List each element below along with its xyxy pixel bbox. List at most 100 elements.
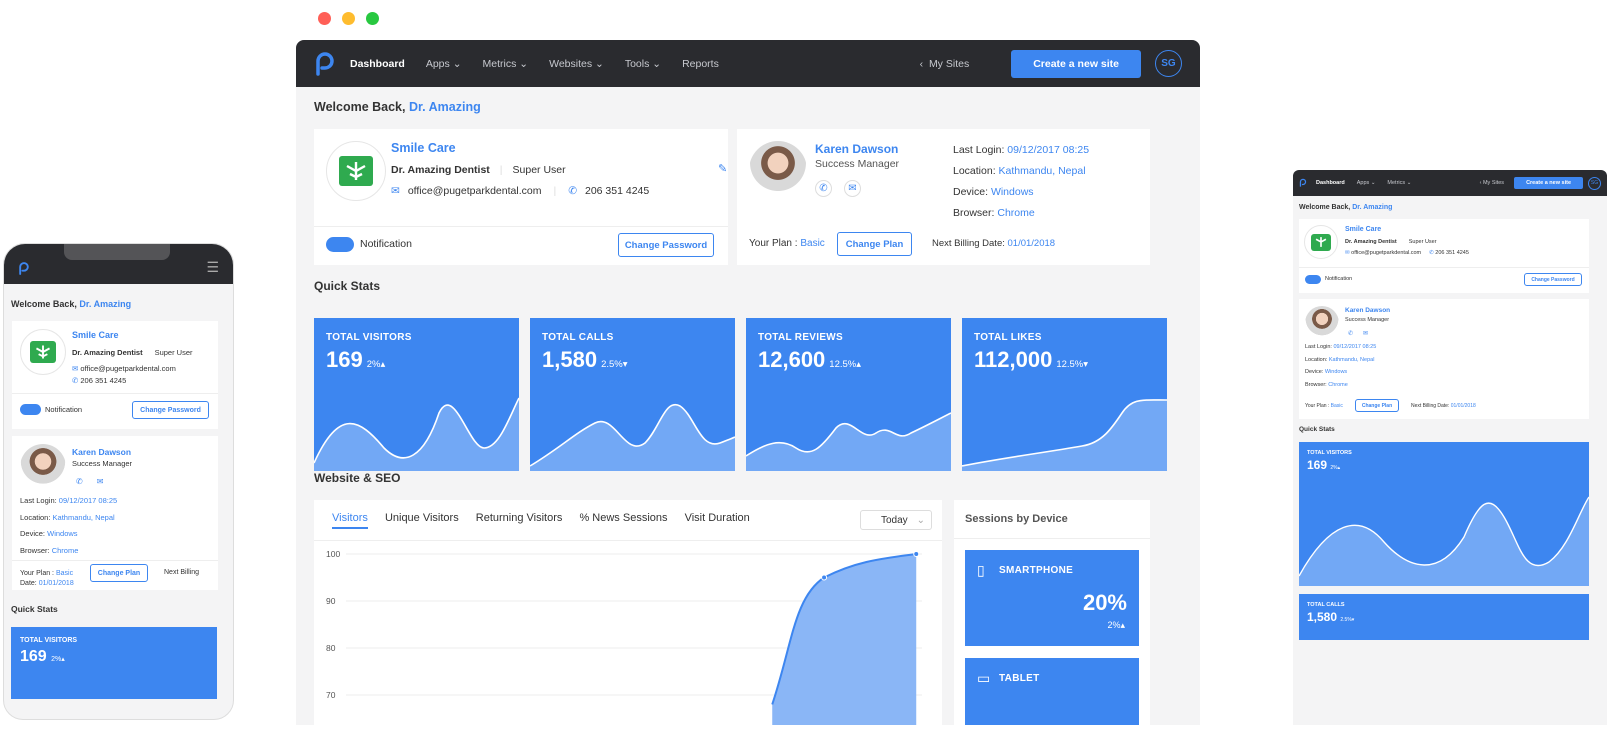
stat-card-reviews[interactable]: TOTAL REVIEWS 12,600 12.5%▴ — [746, 318, 951, 471]
nav-reports[interactable]: Reports — [682, 57, 719, 70]
change-password-button[interactable]: Change Password — [1524, 273, 1582, 286]
nav-apps[interactable]: Apps ⌄ — [426, 58, 462, 70]
sessions-card: Sessions by Device ▯ SMARTPHONE 20% 2%▴ … — [954, 500, 1150, 725]
stat-card-visitors[interactable]: TOTAL VISITORS 169 2%▴ — [11, 627, 217, 699]
device-card-tablet[interactable]: ▭ TABLET — [965, 658, 1139, 725]
tab-news-sessions[interactable]: % News Sessions — [579, 512, 668, 524]
data-point[interactable] — [821, 574, 828, 581]
device-card-smartphone[interactable]: ▯ SMARTPHONE 20% 2%▴ — [965, 550, 1139, 646]
call-icon[interactable]: ✆ — [76, 477, 83, 486]
stat-value: 169 — [326, 347, 363, 372]
nav-dashboard[interactable]: Dashboard — [350, 57, 405, 70]
triangle-up-icon: ▴ — [380, 359, 386, 370]
create-site-button[interactable]: Create a new site — [1011, 49, 1141, 78]
notification-toggle[interactable] — [326, 237, 354, 252]
change-plan-button[interactable]: Change Plan — [837, 232, 912, 256]
email-icon[interactable]: ✉ — [96, 477, 104, 486]
change-plan-button[interactable]: Change Plan — [1355, 399, 1399, 412]
practice-email[interactable]: office@pugetparkdental.com — [1351, 250, 1422, 256]
practice-name[interactable]: Smile Care — [72, 330, 119, 340]
phone-notch — [64, 244, 170, 260]
stat-card-visitors[interactable]: TOTAL VISITORS 169 2%▴ — [1299, 442, 1589, 586]
notification-label: Notification — [1325, 276, 1353, 282]
notification-toggle[interactable] — [1305, 275, 1321, 284]
tab-visit-duration[interactable]: Visit Duration — [684, 512, 750, 524]
nav-tools[interactable]: Tools ⌄ — [625, 58, 661, 70]
manager-card: Karen Dawson Success Manager ✆ ✉ Last Lo… — [737, 129, 1150, 265]
triangle-up-icon: ▴ — [61, 656, 65, 663]
manager-name[interactable]: Karen Dawson — [815, 142, 899, 156]
device-change: 2%▴ — [1107, 620, 1125, 631]
practice-name[interactable]: Smile Care — [1345, 226, 1382, 233]
manager-name[interactable]: Karen Dawson — [1345, 307, 1391, 314]
range-select[interactable]: Today ⌄ — [860, 510, 932, 530]
user-avatar[interactable]: SG — [1588, 176, 1601, 190]
nav-websites[interactable]: Websites ⌄ — [549, 58, 604, 70]
triangle-down-icon: ▾ — [1351, 617, 1355, 623]
maximize-dot[interactable] — [366, 12, 379, 25]
user-avatar[interactable]: SG — [1155, 50, 1182, 77]
practice-owner: Dr. Amazing Dentist — [1345, 239, 1397, 245]
login-details: Last Login: 09/12/2017 08:25 Location: K… — [1305, 341, 1376, 391]
practice-card: Smile Care Dr. Amazing Dentist Super User… — [12, 321, 218, 429]
hamburger-menu-icon[interactable]: ☰ — [206, 259, 219, 275]
tooth-logo-icon — [30, 341, 56, 363]
call-icon[interactable]: ✆ — [1348, 331, 1354, 337]
billing-info: Next Billing Date: 01/01/2018 — [1411, 403, 1476, 409]
call-icon[interactable]: ✆ — [815, 180, 832, 197]
nav-dashboard[interactable]: Dashboard — [1316, 180, 1345, 186]
brand-logo-icon[interactable] — [18, 261, 30, 276]
change-plan-button[interactable]: Change Plan — [90, 564, 148, 582]
manager-card: Karen Dawson Success Manager ✆ ✉ Last Log… — [12, 436, 218, 590]
notification-toggle[interactable] — [20, 404, 41, 415]
stat-label: TOTAL CALLS — [542, 332, 614, 343]
stat-value: 169 — [1307, 458, 1328, 472]
practice-phone[interactable]: 206 351 4245 — [585, 185, 650, 197]
change-password-button[interactable]: Change Password — [618, 233, 714, 257]
chevron-down-icon: ⌄ — [519, 57, 529, 70]
nav-metrics[interactable]: Metrics ⌄ — [1387, 180, 1411, 186]
practice-email[interactable]: office@pugetparkdental.com — [407, 185, 542, 197]
brand-logo-icon[interactable] — [314, 51, 336, 76]
email-icon[interactable]: ✉ — [844, 180, 861, 197]
chevron-down-icon: ⌄ — [1406, 180, 1412, 186]
my-sites-link[interactable]: ‹ My Sites — [920, 58, 970, 70]
billing-date: 01/01/2018 — [38, 580, 74, 587]
practice-name[interactable]: Smile Care — [391, 141, 456, 155]
nav-metrics[interactable]: Metrics ⌄ — [483, 58, 529, 70]
tab-visitors[interactable]: Visitors — [332, 512, 368, 529]
nav-apps[interactable]: Apps ⌄ — [1357, 180, 1376, 186]
close-dot[interactable] — [318, 12, 331, 25]
seo-tabs: Visitors Unique Visitors Returning Visit… — [332, 512, 764, 529]
stat-card-likes[interactable]: TOTAL LIKES 112,000 12.5%▾ — [962, 318, 1167, 471]
practice-phone[interactable]: 206 351 4245 — [1435, 250, 1469, 256]
change-password-button[interactable]: Change Password — [132, 401, 209, 419]
brand-logo-icon[interactable] — [1299, 178, 1307, 188]
billing-date: 01/01/2018 — [1007, 238, 1056, 249]
location-value: Kathmandu, Nepal — [52, 512, 115, 522]
practice-email[interactable]: office@pugetparkdental.com — [80, 364, 176, 373]
practice-card: Smile Care Dr. Amazing Dentist Super User… — [1299, 219, 1589, 293]
practice-owner: Dr. Amazing Dentist — [391, 164, 490, 176]
stat-card-calls[interactable]: TOTAL CALLS 1,580 2.5%▾ — [1299, 594, 1589, 640]
minimize-dot[interactable] — [342, 12, 355, 25]
tab-returning-visitors[interactable]: Returning Visitors — [475, 512, 563, 524]
desktop-window: Dashboard Apps ⌄ Metrics ⌄ Websites ⌄ To… — [296, 40, 1200, 725]
practice-phone[interactable]: 206 351 4245 — [80, 376, 127, 385]
triangle-down-icon: ▾ — [1083, 359, 1089, 370]
browser-value: Chrome — [51, 545, 79, 555]
stat-card-calls[interactable]: TOTAL CALLS 1,580 2.5%▾ — [530, 318, 735, 471]
manager-name[interactable]: Karen Dawson — [72, 447, 132, 457]
tab-unique-visitors[interactable]: Unique Visitors — [384, 512, 459, 524]
data-point[interactable] — [913, 551, 920, 557]
plan-info: Your Plan : Basic Date: 01/01/2018 — [20, 569, 74, 589]
email-icon[interactable]: ✉ — [1363, 331, 1369, 337]
stat-card-visitors[interactable]: TOTAL VISITORS 169 2%▴ — [314, 318, 519, 471]
edit-pencil-icon[interactable]: ✎ — [718, 163, 728, 175]
quick-stats-heading: Quick Stats — [1299, 426, 1335, 433]
nav-metrics-label: Metrics — [1387, 180, 1406, 186]
device-label: TABLET — [999, 673, 1040, 684]
my-sites-link[interactable]: ‹ My Sites — [1480, 180, 1504, 186]
practice-card: Smile Care Dr. Amazing Dentist | Super U… — [314, 129, 728, 265]
create-site-button[interactable]: Create a new site — [1514, 177, 1583, 189]
